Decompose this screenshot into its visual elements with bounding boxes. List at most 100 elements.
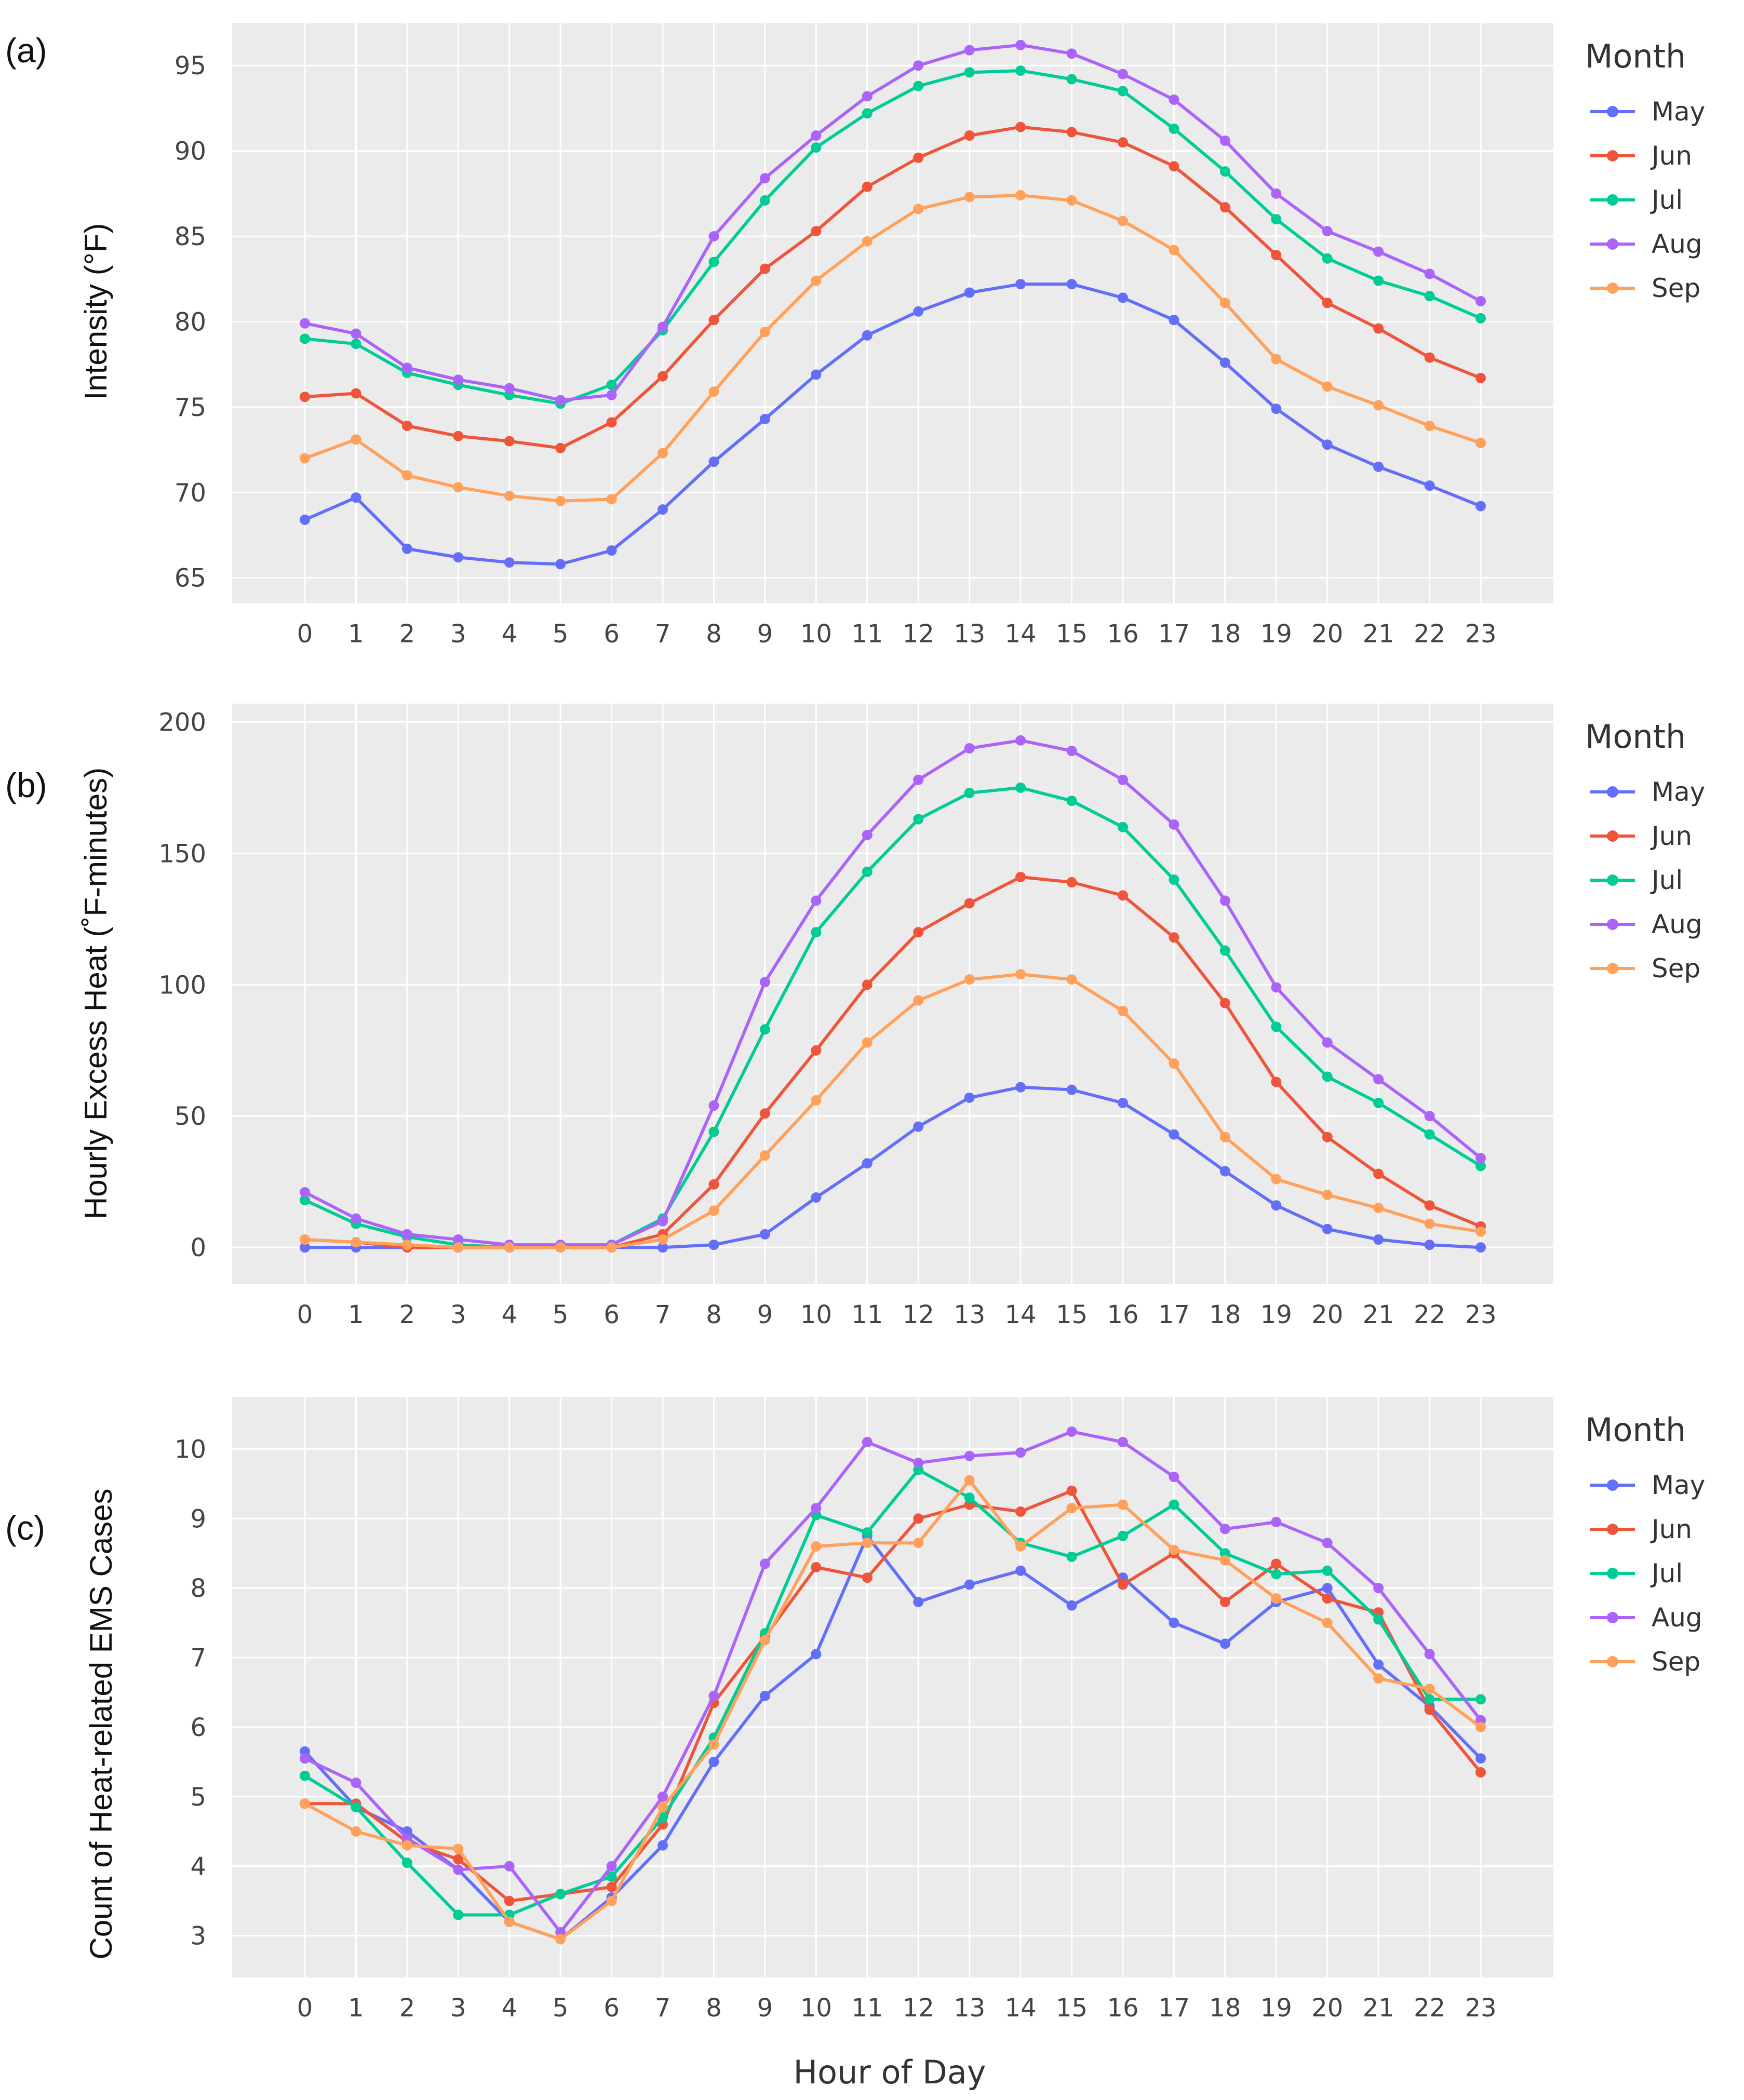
data-point-aug [351,1213,361,1224]
legend-label-sep: Sep [1652,1647,1700,1677]
legend-item-may[interactable]: May [1590,777,1705,807]
x-tick-label: 14 [1005,1994,1037,2023]
legend-item-sep[interactable]: Sep [1590,1647,1700,1677]
x-tick-label: 20 [1311,620,1343,649]
x-tick-label: 14 [1005,1300,1037,1329]
data-point-sep [401,1240,412,1250]
x-tick-label: 9 [757,1994,773,2023]
data-point-jul [964,1492,975,1503]
data-point-jun [1219,202,1230,213]
data-point-jun [1424,1200,1435,1211]
legend-item-sep[interactable]: Sep [1590,953,1700,984]
data-point-jul [708,257,719,267]
data-point-may [1219,1166,1230,1177]
data-point-jun [1066,127,1077,138]
data-point-jul [1322,1071,1333,1082]
data-point-jul [1271,214,1282,225]
data-point-jul [862,1527,873,1538]
legend-item-aug[interactable]: Aug [1590,1603,1702,1633]
data-point-may [1373,1659,1384,1670]
legend-marker-jul [1607,194,1618,206]
data-point-jul [1117,1530,1128,1541]
x-tick-label: 21 [1363,1300,1394,1329]
data-point-may [862,330,873,341]
data-point-jun [1271,1558,1282,1569]
panel-label-a: (a) [5,31,47,70]
data-point-jul [1066,74,1077,85]
legend-item-sep[interactable]: Sep [1590,273,1700,303]
legend-item-jun[interactable]: Jun [1590,141,1692,171]
data-point-sep [555,495,566,506]
data-point-may [964,1579,975,1590]
x-tick-label: 3 [450,1994,466,2023]
legend-item-may[interactable]: May [1590,1470,1705,1500]
data-point-may [759,413,770,424]
data-point-may [1271,1200,1282,1211]
x-tick-label: 22 [1414,1994,1445,2023]
data-point-may [811,1649,822,1660]
data-point-jul [1169,1499,1179,1510]
panel-label-c: (c) [5,1509,45,1547]
x-tick-label: 5 [553,620,569,649]
x-tick-label: 0 [297,1994,313,2023]
x-tick-label: 11 [851,1994,883,2023]
data-point-aug [913,774,924,785]
legend-item-aug[interactable]: Aug [1590,229,1702,259]
data-point-aug [1322,1538,1333,1549]
data-point-sep [862,1538,873,1549]
data-point-may [708,456,719,467]
y-tick-label: 85 [175,222,206,251]
x-tick-label: 1 [348,1300,364,1329]
data-point-sep [300,453,310,464]
legend-item-aug[interactable]: Aug [1590,909,1702,939]
data-point-jun [1169,161,1179,172]
data-point-sep [1066,974,1077,985]
data-point-sep [1475,437,1486,448]
legend-item-jun[interactable]: Jun [1590,1514,1692,1544]
legend-label-jul: Jul [1650,185,1683,215]
data-point-sep [401,470,412,481]
data-point-sep [811,1541,822,1552]
legend-item-jul[interactable]: Jul [1590,1558,1683,1589]
data-point-may [1015,1565,1026,1576]
x-axis-a: 0 1 2 3 4 5 6 7 8 9 10 11 12 13 14 15 16 17 18 19 20 21 22 23 [297,620,1497,649]
data-point-sep [658,448,668,459]
legend-marker-jul [1607,1568,1618,1579]
data-point-sep [708,386,719,397]
data-point-aug [1169,1471,1179,1482]
y-tick-label: 70 [175,478,206,507]
data-point-jul [1271,1569,1282,1580]
data-point-aug [708,1690,719,1701]
data-point-aug [1219,135,1230,146]
legend-label-sep: Sep [1652,953,1700,984]
legend-item-may[interactable]: May [1590,97,1705,127]
legend-item-jul[interactable]: Jul [1590,865,1683,895]
data-point-aug [658,321,668,332]
legend-item-jul[interactable]: Jul [1590,185,1683,215]
data-point-jun [862,979,873,990]
x-tick-label: 18 [1209,620,1241,649]
data-point-jul [1015,65,1026,76]
legend-item-jun[interactable]: Jun [1590,821,1692,851]
legend-title-b: Month [1585,718,1686,756]
data-point-jul [606,1871,617,1882]
x-tick-label: 16 [1107,1994,1138,2023]
data-point-may [300,514,310,525]
legend-label-aug: Aug [1652,229,1702,259]
data-point-sep [1219,1555,1230,1566]
panel-label-b: (b) [5,766,47,804]
data-point-aug [300,1753,310,1764]
data-point-may [1015,1082,1026,1093]
data-point-sep [1322,1190,1333,1200]
legend-marker-aug [1607,1612,1618,1623]
legend-label-jul: Jul [1650,1558,1683,1589]
legend-marker-may [1607,106,1618,117]
data-point-aug [759,1558,770,1569]
plot-area-c [232,1397,1553,1977]
x-tick-label: 4 [501,1994,517,2023]
data-point-jul [913,80,924,91]
data-point-aug [1015,1447,1026,1458]
data-point-sep [1373,1673,1384,1684]
